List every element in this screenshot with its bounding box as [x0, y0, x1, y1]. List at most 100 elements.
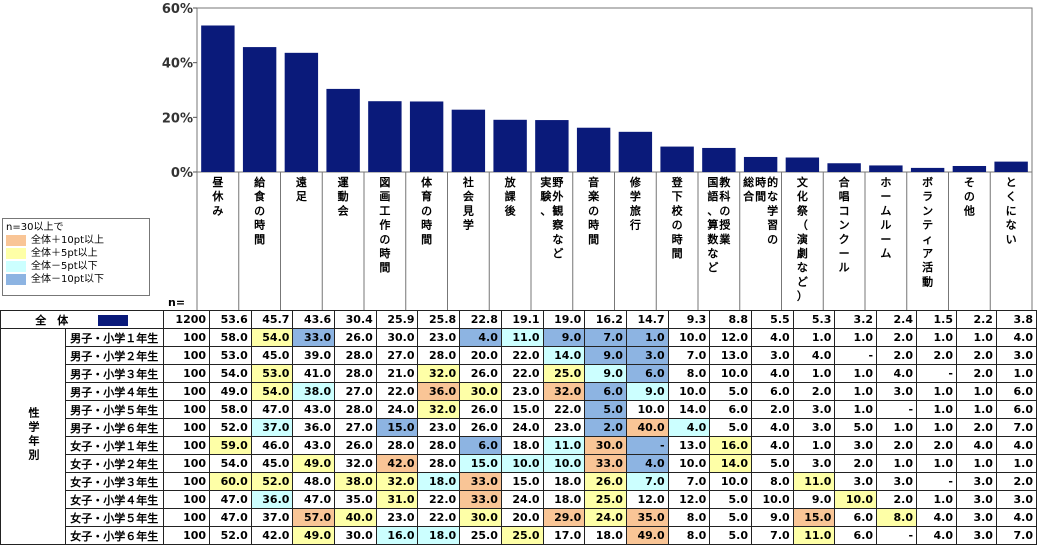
category-label: 間: [672, 247, 683, 260]
category-label: な: [1006, 219, 1017, 232]
category-label: に: [1006, 204, 1017, 217]
table-cell: 49.0: [625, 526, 669, 545]
category-label: 育: [421, 189, 432, 203]
table-cell: 4.0: [916, 508, 957, 527]
table-row: 女子・小学４年生 100 47.0 36.0 47.0 35.0 31.0 22.0 33.0 2…: [1, 490, 1037, 509]
table-cell: 4.0: [995, 436, 1037, 455]
legend-item: 全体＋10pt以上: [6, 234, 146, 247]
table-cell: 2.0: [995, 472, 1037, 491]
table-cell: 15.0: [459, 454, 502, 473]
category-label: 時: [755, 175, 766, 189]
table-cell: 4.0: [995, 328, 1037, 347]
legend-title: n=30以上で: [6, 222, 64, 233]
table-cell: 24.0: [500, 490, 544, 509]
table-cell: 22.0: [375, 382, 419, 401]
table-cell: 6.0: [995, 400, 1037, 419]
category-label: 祭: [796, 203, 809, 217]
table-cell: 10.0: [667, 454, 711, 473]
table-cell: 32.0: [375, 472, 419, 491]
table-cell: 18.0: [500, 436, 544, 455]
category-label: 旅: [630, 203, 641, 217]
table-cell: 1.0: [916, 454, 957, 473]
n-header: n=: [168, 296, 185, 309]
category-label: 野: [552, 176, 563, 189]
total-value: 2.4: [876, 310, 918, 329]
table-row: 女子・小学２年生 100 54.0 45.0 49.0 32.0 42.0 28.0 15.0 1…: [1, 454, 1037, 473]
row-label: 男子・小学２年生: [65, 346, 164, 365]
category-label: 会: [463, 189, 475, 203]
total-row: 全 体 1200 53.6 45.7 43.6 30.4 25.9 25.8 22.8 19.1 1…: [0, 310, 1037, 329]
table-cell: 23.0: [542, 418, 586, 437]
category-label: 算: [706, 218, 718, 232]
table-cell: 3.0: [955, 526, 997, 545]
table-cell: 16.0: [375, 526, 419, 545]
bar: [368, 101, 402, 172]
category-label: 動: [922, 274, 933, 288]
table-cell: 54.0: [250, 382, 294, 401]
table-cell: 26.0: [584, 472, 627, 491]
bar: [952, 165, 987, 172]
table-cell: 37.0: [250, 508, 294, 527]
table-cell: -: [876, 526, 918, 545]
row-label: 男子・小学４年生: [65, 382, 164, 401]
category-label: な: [707, 247, 718, 260]
table-cell: 1.0: [792, 436, 836, 455]
table-cell: 4.0: [750, 364, 794, 383]
category-label: 図: [379, 175, 390, 189]
table-cell: 4.0: [792, 346, 836, 365]
row-label: 男子・小学１年生: [65, 328, 164, 347]
table-cell: 30.0: [584, 436, 627, 455]
category-label: な: [767, 190, 778, 203]
category-label: ィ: [922, 233, 933, 246]
table-cell: 30.0: [459, 382, 502, 401]
table-cell: 9.0: [542, 328, 586, 347]
table-cell: 58.0: [209, 400, 252, 419]
category-label: 授: [719, 218, 731, 232]
category-label: 校: [672, 203, 684, 217]
bar: [409, 101, 444, 172]
category-label: ン: [922, 204, 933, 217]
table-cell: 14.0: [542, 346, 586, 365]
table-cell: 24.0: [584, 508, 627, 527]
category-label: 業: [718, 232, 731, 246]
table-cell: 4.0: [955, 436, 997, 455]
category-label: 教: [718, 175, 731, 189]
category-label: 唱: [839, 190, 850, 203]
total-value: 8.8: [709, 310, 752, 329]
category-label: 登: [671, 175, 684, 189]
row-n: 100: [162, 400, 211, 419]
table-cell: 10.0: [500, 454, 544, 473]
category-label: ル: [839, 261, 850, 274]
table-row: 女子・小学６年生 100 52.0 42.0 49.0 30.0 16.0 18.0 25.0 2…: [1, 526, 1037, 545]
table-cell: 18.0: [542, 490, 586, 509]
category-label: コ: [839, 204, 850, 217]
table-cell: 5.0: [750, 454, 794, 473]
category-label: 科: [719, 189, 730, 203]
category-label: ボ: [922, 175, 933, 189]
category-label: の: [421, 204, 432, 217]
table-cell: 2.0: [955, 346, 997, 365]
table-cell: 6.0: [625, 364, 669, 383]
table-cell: 17.0: [542, 526, 586, 545]
table-cell: 32.0: [417, 364, 461, 383]
category-label: 化: [797, 189, 808, 203]
table-cell: 15.0: [500, 472, 544, 491]
table-cell: 11.0: [542, 436, 586, 455]
table-cell: 48.0: [292, 472, 336, 491]
table-cell: 12.0: [667, 490, 711, 509]
category-label: 運: [338, 176, 350, 189]
category-label: ア: [922, 247, 933, 260]
bar: [493, 119, 527, 172]
table-cell: 11.0: [792, 526, 836, 545]
y-tick-label: 60%: [162, 2, 193, 17]
category-label: の: [964, 190, 975, 203]
table-cell: 10.0: [709, 472, 752, 491]
table-cell: 2.0: [916, 346, 957, 365]
bar: [660, 146, 694, 172]
table-cell: 43.0: [292, 436, 336, 455]
table-cell: 10.0: [709, 364, 752, 383]
bar: [576, 127, 611, 172]
legend-swatch: [6, 248, 26, 259]
table-cell: 2.0: [750, 400, 794, 419]
category-label: な: [797, 261, 808, 274]
